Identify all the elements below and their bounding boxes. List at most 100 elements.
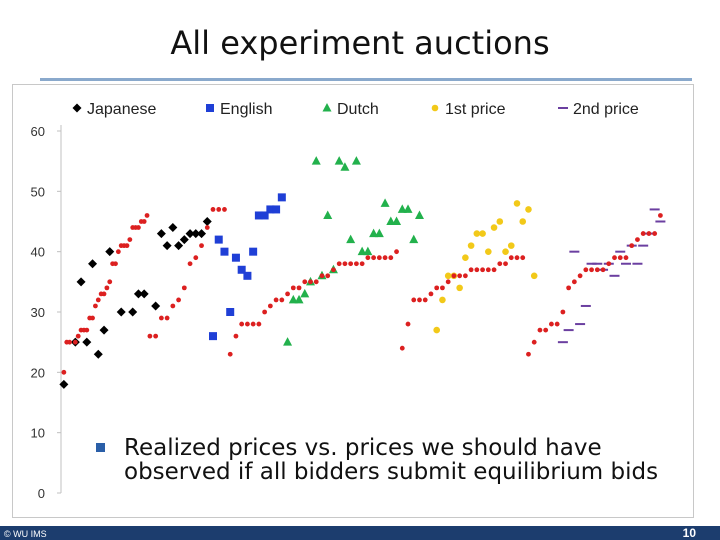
equilibrium-point	[147, 333, 153, 339]
equilibrium-point	[141, 219, 147, 224]
equilibrium-point	[411, 297, 417, 303]
equilibrium-point	[273, 297, 279, 303]
equilibrium-point	[84, 327, 90, 333]
equilibrium-point	[245, 321, 250, 327]
equilibrium-point	[600, 267, 606, 273]
chart-area: 0 10 20 30 40 50 60 Japanese English Dutch 1st pri…	[12, 84, 694, 518]
equilibrium-point	[583, 267, 589, 273]
1st-price-point	[433, 326, 440, 334]
y-tick-label: 60	[31, 124, 45, 139]
equilibrium-point	[308, 279, 313, 285]
dutch-point	[288, 294, 298, 304]
japanese-point	[151, 301, 161, 311]
y-tick-label: 40	[31, 245, 45, 260]
equilibrium-point	[181, 285, 187, 291]
dutch-point	[397, 204, 407, 213]
equilibrium-point	[113, 261, 118, 267]
english-point	[209, 332, 217, 341]
english-point	[243, 271, 252, 280]
dutch-point	[283, 337, 293, 346]
equilibrium-point	[480, 267, 485, 273]
equilibrium-point	[526, 351, 531, 357]
dutch-point	[340, 162, 350, 171]
scatter-chart: 0 10 20 30 40 50 60 Japanese English Dutch 1st pri…	[31, 101, 666, 501]
dutch-point	[409, 234, 419, 244]
1st-price-point	[530, 272, 538, 280]
dutch-point	[392, 216, 402, 225]
equilibrium-point	[606, 261, 612, 267]
slide-title: All experiment auctions	[170, 24, 550, 62]
equilibrium-point	[382, 255, 388, 261]
equilibrium-point	[67, 339, 73, 345]
equilibrium-point	[124, 243, 130, 249]
japanese-point	[202, 217, 212, 226]
equilibrium-point	[101, 291, 107, 297]
japanese-point	[185, 229, 195, 239]
equilibrium-point	[612, 255, 617, 261]
equilibrium-point	[399, 345, 405, 351]
y-tick-label: 10	[31, 426, 45, 441]
equilibrium-point	[388, 255, 394, 261]
equilibrium-point	[222, 207, 227, 212]
equilibrium-point	[451, 273, 457, 279]
1st-price-point	[473, 230, 481, 237]
equilibrium-point	[164, 315, 170, 321]
english-point	[266, 205, 275, 214]
equilibrium-point	[577, 273, 583, 279]
equilibrium-point	[474, 267, 480, 273]
1st-price-point	[462, 254, 469, 261]
japanese-point	[174, 241, 184, 251]
equilibrium-point	[365, 255, 371, 261]
y-tick-label: 0	[38, 486, 45, 501]
equilibrium-point	[353, 261, 359, 267]
dutch-point	[346, 234, 356, 244]
equilibrium-point	[445, 279, 451, 285]
dutch-point	[380, 198, 390, 207]
1st-price-point	[439, 296, 446, 304]
equilibrium-point	[497, 261, 503, 267]
equilibrium-point	[233, 333, 239, 339]
dutch-point	[334, 156, 344, 165]
equilibrium-point	[170, 303, 176, 309]
equilibrium-point	[93, 303, 98, 309]
japanese-point	[116, 307, 126, 317]
equilibrium-point	[144, 213, 150, 218]
equilibrium-point	[520, 255, 526, 261]
1st-price-point	[507, 242, 515, 249]
equilibrium-point	[115, 249, 121, 255]
legend-label: 2nd price	[573, 101, 639, 118]
legend-label: 1st price	[445, 101, 506, 118]
equilibrium-point	[95, 297, 101, 303]
japanese-point	[99, 325, 109, 335]
footer-copyright: © WU IMS	[4, 529, 47, 539]
y-tick-label: 30	[31, 305, 45, 320]
equilibrium-point	[531, 339, 537, 345]
japanese-point	[156, 229, 166, 239]
equilibrium-point	[394, 249, 399, 255]
equilibrium-point	[508, 255, 514, 261]
japanese-point	[76, 277, 86, 287]
equilibrium-point	[549, 321, 554, 327]
dutch-point	[357, 246, 367, 256]
equilibrium-point	[537, 327, 543, 333]
equilibrium-point	[302, 279, 308, 285]
equilibrium-point	[210, 207, 216, 212]
equilibrium-point	[158, 315, 164, 321]
equilibrium-point	[127, 237, 133, 243]
1st-price-point	[502, 248, 509, 255]
equilibrium-point	[239, 321, 245, 327]
japanese-point	[59, 379, 69, 389]
legend-marker	[72, 103, 82, 113]
equilibrium-point	[371, 255, 377, 261]
equilibrium-point	[104, 285, 110, 291]
equilibrium-point	[457, 273, 463, 279]
1st-price-point	[519, 218, 527, 225]
1st-price-point	[479, 230, 486, 237]
equilibrium-point	[267, 303, 273, 309]
dutch-point	[351, 156, 361, 165]
equilibrium-point	[90, 315, 95, 321]
1st-price-point	[467, 242, 475, 249]
y-tick-label: 50	[31, 184, 45, 199]
equilibrium-point	[285, 291, 290, 297]
equilibrium-point	[342, 261, 348, 267]
